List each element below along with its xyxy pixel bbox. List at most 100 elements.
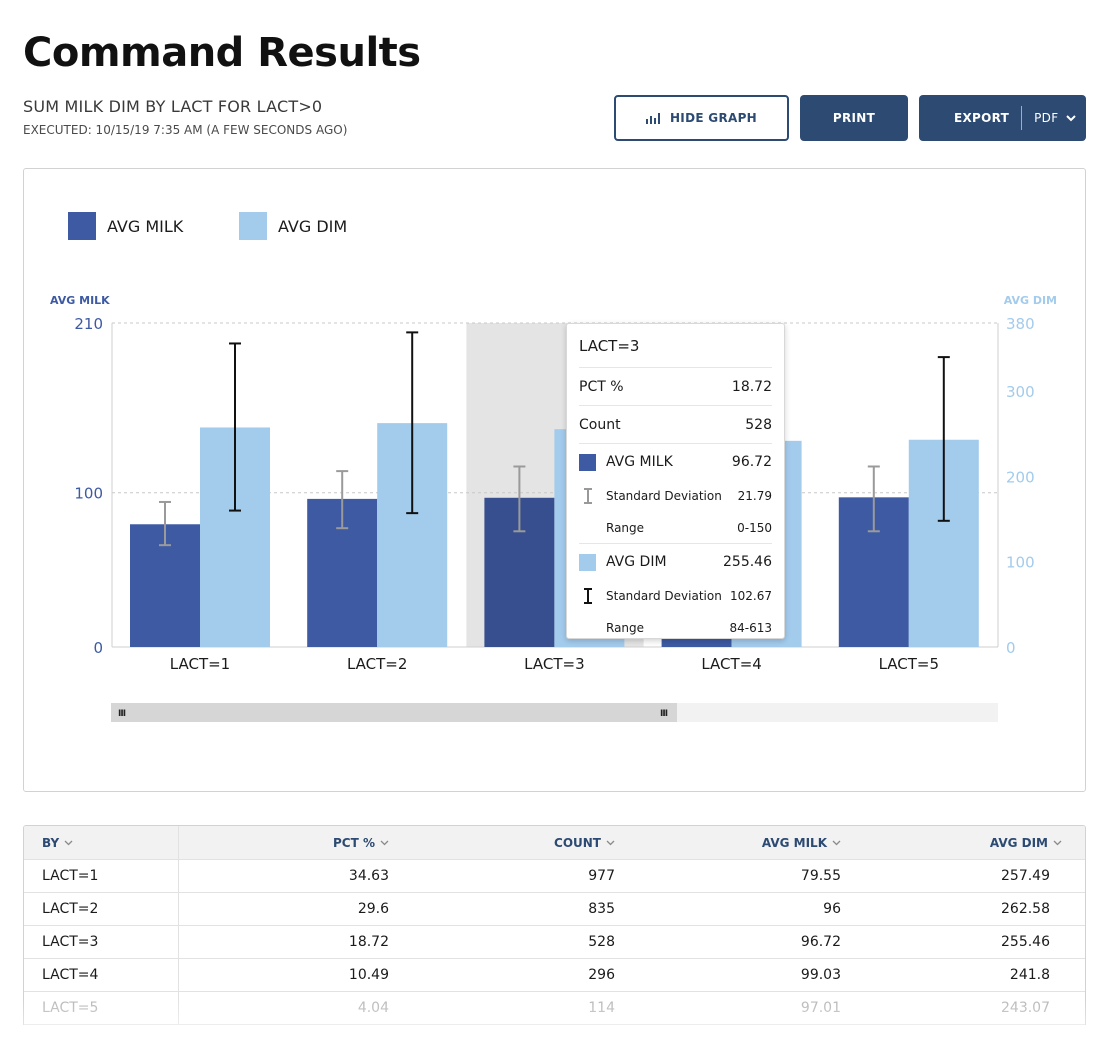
x-tick-label: LACT=4 bbox=[701, 655, 761, 673]
legend-avg-dim[interactable]: AVG DIM bbox=[239, 212, 347, 240]
tooltip-pct-value: 18.72 bbox=[731, 378, 772, 395]
print-button[interactable]: PRINT bbox=[800, 95, 908, 141]
legend-swatch-avg-dim bbox=[239, 212, 267, 240]
tooltip-milk-range-label: Range bbox=[606, 520, 645, 535]
right-axis-title: AVG DIM bbox=[1004, 294, 1057, 307]
cell-count: 296 bbox=[588, 967, 615, 983]
right-tick-label: 0 bbox=[1006, 639, 1016, 657]
print-label: PRINT bbox=[832, 111, 876, 125]
executed-timestamp: EXECUTED: 10/15/19 7:35 AM (A FEW SECOND… bbox=[23, 123, 348, 137]
cell-by: LACT=1 bbox=[24, 860, 179, 892]
left-tick-label: 0 bbox=[93, 639, 103, 657]
right-tick-label: 200 bbox=[1006, 468, 1035, 486]
cell-avg-dim: 255.46 bbox=[1001, 934, 1050, 950]
results-table: BY PCT % COUNT AVG MILK AVG DIM LACT=1 3… bbox=[23, 825, 1086, 1025]
hide-graph-button[interactable]: HIDE GRAPH bbox=[614, 95, 789, 141]
left-tick-label: 210 bbox=[74, 315, 103, 333]
x-tick-label: LACT=1 bbox=[170, 655, 230, 673]
tooltip-count-label: Count bbox=[579, 416, 621, 433]
tooltip-count-row: Count 528 bbox=[579, 406, 772, 444]
tooltip-dim-label: AVG DIM bbox=[606, 554, 667, 570]
table-row[interactable]: LACT=3 18.72 528 96.72 255.46 bbox=[24, 926, 1085, 959]
table-row[interactable]: LACT=4 10.49 296 99.03 241.8 bbox=[24, 959, 1085, 992]
legend-swatch-avg-milk bbox=[68, 212, 96, 240]
hide-graph-label: HIDE GRAPH bbox=[669, 111, 758, 125]
legend-label: AVG DIM bbox=[278, 216, 348, 236]
cell-by: LACT=2 bbox=[24, 893, 179, 925]
column-header-by[interactable]: BY bbox=[24, 826, 179, 859]
cell-avg-milk: 79.55 bbox=[800, 868, 841, 884]
x-tick-label: LACT=3 bbox=[524, 655, 584, 673]
legend-avg-milk[interactable]: AVG MILK bbox=[68, 212, 183, 240]
left-axis-title: AVG MILK bbox=[50, 294, 110, 307]
tooltip-title-row: LACT=3 bbox=[579, 324, 772, 368]
export-label: EXPORT bbox=[954, 111, 1010, 125]
chart-scrollbar-thumb[interactable] bbox=[111, 703, 677, 722]
tooltip-milk-label: AVG MILK bbox=[606, 454, 673, 470]
tooltip-milk-sd-label: Standard Deviation bbox=[606, 489, 722, 503]
error-bar-icon bbox=[579, 488, 596, 504]
tooltip-milk-sd-row: Standard Deviation 21.79 bbox=[579, 480, 772, 512]
export-divider bbox=[1021, 106, 1023, 130]
tooltip-pct-label: PCT % bbox=[579, 378, 624, 395]
cell-pct: 29.6 bbox=[357, 901, 389, 917]
cell-pct: 10.49 bbox=[348, 967, 389, 983]
tooltip-dim-range-value: 84-613 bbox=[729, 621, 772, 635]
cell-avg-milk: 99.03 bbox=[800, 967, 841, 983]
column-header-label: AVG MILK bbox=[761, 835, 827, 850]
bar-chart: AVG MILK AVG DIM 210 100 0 380 300 200 100 0 LACT=… bbox=[50, 294, 1057, 673]
cell-avg-dim: 241.8 bbox=[1009, 967, 1050, 983]
tooltip-dim-range-label: Range bbox=[606, 621, 645, 635]
scrollbar-right-handle[interactable]: III bbox=[660, 709, 668, 719]
cell-count: 835 bbox=[588, 901, 615, 917]
chevron-down-icon bbox=[1053, 840, 1062, 845]
cell-avg-milk: 96 bbox=[823, 901, 841, 917]
tooltip-milk-value: 96.72 bbox=[731, 454, 772, 470]
bar-chart-icon bbox=[645, 113, 660, 124]
chevron-down-icon bbox=[64, 840, 73, 845]
page-title: Command Results bbox=[23, 30, 421, 76]
column-header-avg-dim[interactable]: AVG DIM bbox=[841, 826, 1068, 859]
tooltip-title: LACT=3 bbox=[579, 336, 640, 355]
export-button[interactable]: EXPORT PDF bbox=[919, 95, 1086, 141]
tooltip-dim-sd-label: Standard Deviation bbox=[606, 589, 722, 603]
tooltip-dim-row: AVG DIM 255.46 bbox=[579, 544, 772, 580]
x-tick-label: LACT=2 bbox=[347, 655, 407, 673]
column-header-label: AVG DIM bbox=[989, 835, 1048, 850]
x-tick-label: LACT=5 bbox=[879, 655, 939, 673]
chevron-down-icon bbox=[606, 840, 615, 845]
chevron-down-icon[interactable] bbox=[1066, 114, 1077, 122]
table-header-row: BY PCT % COUNT AVG MILK AVG DIM bbox=[24, 826, 1085, 860]
left-tick-label: 100 bbox=[74, 485, 103, 503]
cell-pct: 34.63 bbox=[348, 868, 389, 884]
cell-by: LACT=4 bbox=[24, 959, 179, 991]
export-format[interactable]: PDF bbox=[1034, 111, 1059, 125]
cell-avg-milk: 96.72 bbox=[800, 934, 841, 950]
scrollbar-left-handle[interactable]: III bbox=[118, 709, 126, 719]
chevron-down-icon bbox=[832, 840, 841, 845]
table-row[interactable]: LACT=2 29.6 835 96 262.58 bbox=[24, 893, 1085, 926]
column-header-label: COUNT bbox=[554, 835, 601, 850]
cell-pct: 18.72 bbox=[348, 934, 389, 950]
table-fade-overlay bbox=[23, 1000, 1086, 1039]
tooltip-dim-value: 255.46 bbox=[723, 554, 772, 570]
cell-count: 528 bbox=[588, 934, 615, 950]
cell-by: LACT=3 bbox=[24, 926, 179, 958]
tooltip-swatch-avg-dim bbox=[579, 553, 596, 571]
right-tick-label: 380 bbox=[1006, 315, 1035, 333]
tooltip-count-value: 528 bbox=[745, 416, 772, 433]
table-row[interactable]: LACT=1 34.63 977 79.55 257.49 bbox=[24, 860, 1085, 893]
column-header-count[interactable]: COUNT bbox=[389, 826, 615, 859]
tooltip-pct-row: PCT % 18.72 bbox=[579, 368, 772, 406]
column-header-avg-milk[interactable]: AVG MILK bbox=[615, 826, 841, 859]
error-bar-icon bbox=[579, 588, 596, 604]
tooltip-milk-range-value: 0-150 bbox=[737, 520, 772, 535]
tooltip-milk-row: AVG MILK 96.72 bbox=[579, 444, 772, 480]
tooltip-dim-sd-value: 102.67 bbox=[730, 589, 772, 603]
chevron-down-icon bbox=[380, 840, 389, 845]
cell-avg-dim: 262.58 bbox=[1001, 901, 1050, 917]
tooltip-dim-range-row: Range 84-613 bbox=[579, 612, 772, 644]
column-header-pct[interactable]: PCT % bbox=[179, 826, 389, 859]
right-tick-label: 300 bbox=[1006, 383, 1035, 401]
cell-avg-dim: 257.49 bbox=[1001, 868, 1050, 884]
